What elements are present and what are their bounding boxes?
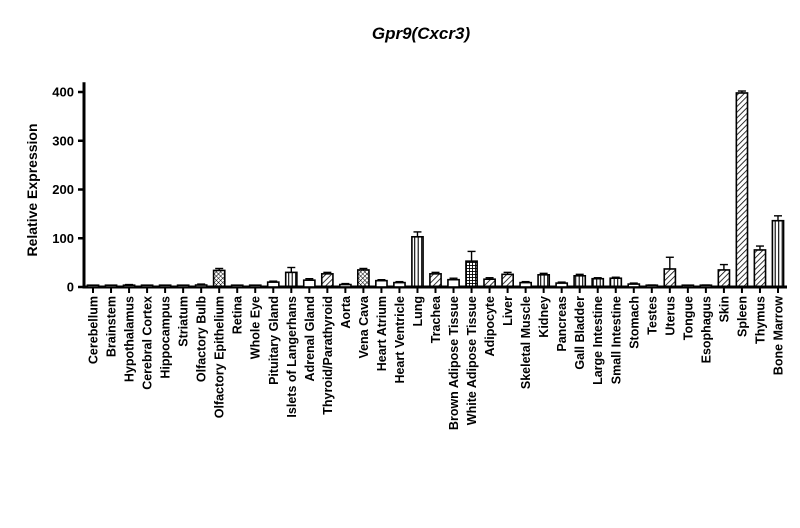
y-tick-label: 300 bbox=[52, 133, 74, 148]
category-label: Whole Eye bbox=[249, 296, 263, 359]
category-label: Thyroid/Parathyroid bbox=[321, 296, 335, 415]
category-label: Spleen bbox=[735, 296, 749, 337]
y-axis-label: Relative Expression bbox=[24, 123, 40, 256]
category-label: Hippocampus bbox=[159, 296, 173, 379]
bar bbox=[753, 249, 767, 288]
bar bbox=[555, 282, 569, 288]
bar bbox=[194, 284, 208, 288]
category-label: Aorta bbox=[339, 295, 353, 329]
bar bbox=[357, 269, 370, 288]
category-label: Large Intestine bbox=[591, 296, 605, 385]
bar bbox=[429, 273, 442, 288]
category-label: Lung bbox=[411, 296, 425, 327]
bar bbox=[483, 278, 496, 288]
bar bbox=[176, 284, 190, 288]
category-label: Hypothalamus bbox=[123, 296, 137, 382]
category-label: Thymus bbox=[753, 296, 767, 344]
category-label: Skeletal Muscle bbox=[519, 296, 533, 389]
bar bbox=[230, 284, 244, 288]
category-label: Gall Bladder bbox=[573, 296, 587, 370]
category-labels: Cerebellum Brainstem Hypothalamus Cerebral … bbox=[87, 295, 786, 430]
category-label: Islets of Langerhans bbox=[285, 296, 299, 418]
category-label: Heart Atrium bbox=[375, 296, 389, 371]
bar bbox=[320, 273, 334, 288]
y-tick-label: 400 bbox=[52, 85, 74, 100]
category-label: Pituitary Gland bbox=[267, 296, 281, 385]
category-label: Skin bbox=[717, 296, 731, 322]
category-label: Bone Marrow bbox=[771, 296, 785, 375]
bars bbox=[86, 90, 785, 288]
category-label: Trachea bbox=[429, 295, 443, 343]
bar bbox=[393, 281, 406, 288]
category-label: Brown Adipose Tissue bbox=[447, 296, 461, 430]
category-label: Cerebellum bbox=[87, 296, 101, 364]
bar bbox=[717, 269, 731, 288]
category-label: Adipocyte bbox=[483, 296, 497, 356]
category-label: Kidney bbox=[537, 296, 551, 338]
bar bbox=[501, 273, 514, 288]
category-label: Striatum bbox=[177, 296, 191, 347]
y-tick-label: 200 bbox=[52, 182, 74, 197]
category-label: Esophagus bbox=[699, 296, 713, 363]
category-label: Brainstem bbox=[105, 296, 119, 357]
category-label: Liver bbox=[501, 296, 515, 326]
bar bbox=[519, 281, 533, 288]
category-label: Adrenal Gland bbox=[303, 296, 317, 381]
category-label: Retina bbox=[231, 295, 245, 334]
bar bbox=[537, 274, 551, 288]
category-label: Small Intestine bbox=[609, 296, 623, 384]
bar bbox=[573, 274, 587, 288]
bar bbox=[284, 271, 298, 288]
category-label: Vena Cava bbox=[357, 295, 371, 359]
bar bbox=[140, 284, 154, 288]
y-tick-label: 0 bbox=[67, 280, 74, 295]
bar bbox=[735, 92, 749, 288]
category-label: Olfactory Bulb bbox=[195, 296, 209, 382]
bar bbox=[266, 281, 280, 288]
bar bbox=[411, 235, 424, 288]
category-label: Tongue bbox=[681, 296, 695, 340]
bar bbox=[375, 279, 388, 288]
category-label: Olfactory Epithelium bbox=[213, 296, 227, 418]
category-label: Cerebral Cortex bbox=[141, 296, 155, 390]
chart-title: Gpr9(Cxcr3) bbox=[372, 24, 471, 43]
bar bbox=[447, 278, 460, 288]
bar bbox=[248, 284, 262, 288]
category-label: Testes bbox=[645, 296, 659, 335]
bar bbox=[591, 277, 605, 288]
bar bbox=[609, 277, 623, 288]
bar bbox=[86, 284, 100, 288]
category-label: Pancreas bbox=[555, 296, 569, 352]
bar bbox=[465, 260, 478, 288]
bar bbox=[302, 279, 316, 288]
bar bbox=[663, 268, 677, 288]
bar bbox=[104, 284, 118, 288]
category-label: Heart Ventricle bbox=[393, 296, 407, 384]
bar bbox=[212, 269, 226, 288]
bar bbox=[338, 283, 352, 288]
bar bbox=[158, 284, 172, 288]
category-label: White Adipose Tissue bbox=[465, 296, 479, 425]
bar bbox=[771, 219, 785, 288]
category-label: Uterus bbox=[663, 296, 677, 336]
bar bbox=[627, 283, 641, 288]
category-label: Stomach bbox=[627, 296, 641, 349]
y-tick-label: 100 bbox=[52, 231, 74, 246]
